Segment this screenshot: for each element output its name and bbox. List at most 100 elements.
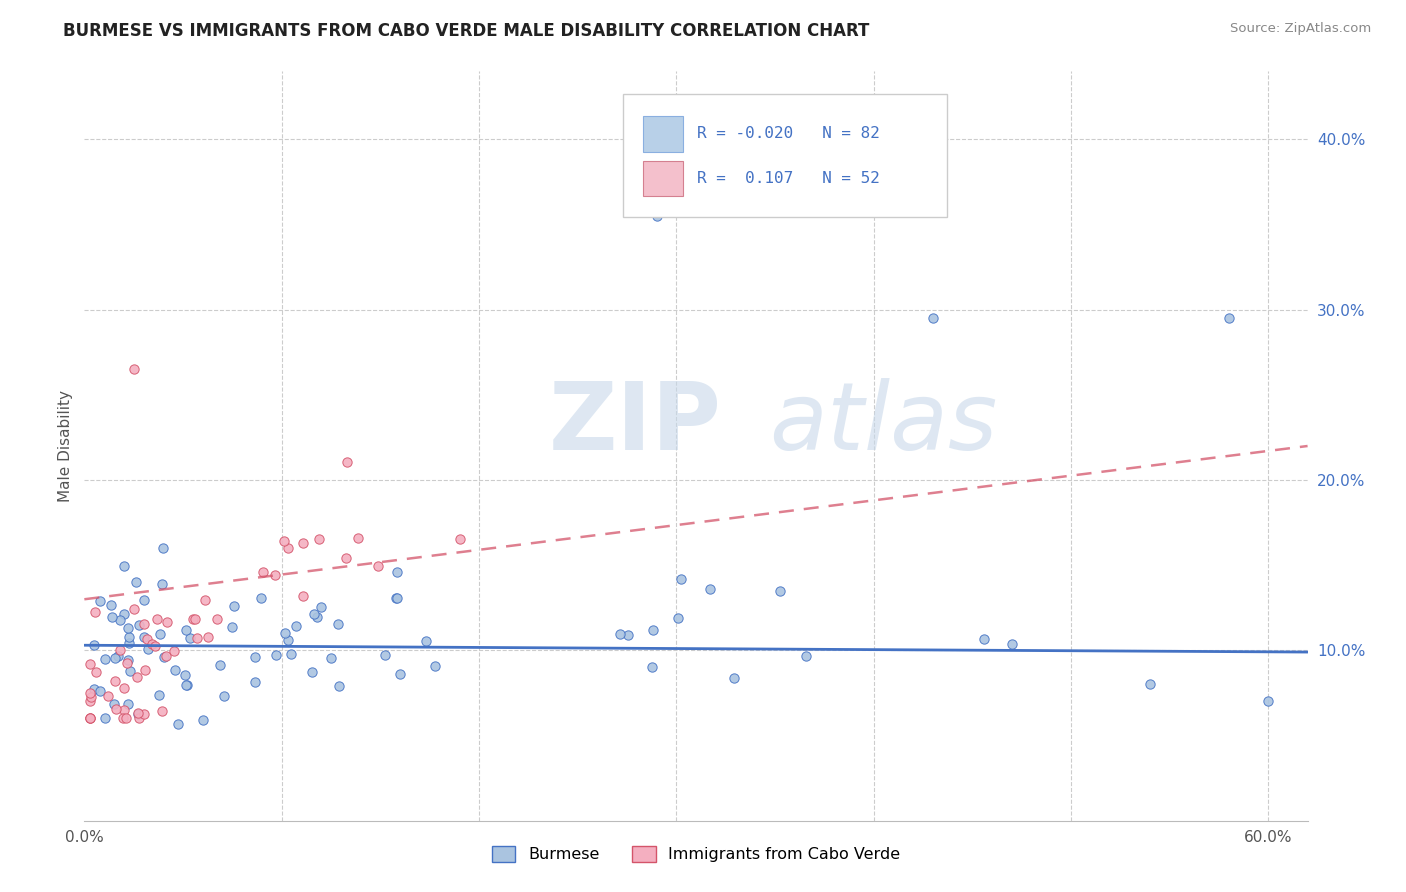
Point [101,610,124,624]
Point [173,668,195,682]
Point [79,657,101,671]
Text: ZIP: ZIP [550,377,723,469]
Point [266,648,288,662]
Point [122,362,145,376]
Point [103,697,125,711]
Bar [644,116,682,152]
Point [107,648,129,663]
Point [156,615,179,630]
Point [277,541,299,555]
Point [132,617,155,632]
Point [110,642,132,657]
Point [699,582,721,597]
Point [208,658,231,673]
Point [118,630,141,644]
Point [84,665,107,680]
Point [921,311,943,326]
Point [79,711,101,725]
Point [83,681,105,696]
Point [145,612,167,626]
Point [284,619,307,633]
Point [243,650,266,665]
Point [132,707,155,722]
Point [308,533,330,547]
Point [1257,694,1279,708]
Point [641,623,664,637]
Point [640,660,662,674]
Point [134,630,156,644]
Point [165,663,187,677]
Point [174,623,197,637]
Bar [644,161,682,196]
Point [415,633,437,648]
Point [245,674,267,689]
Point [328,679,350,693]
Text: R = -0.020   N = 82: R = -0.020 N = 82 [697,126,880,141]
Point [150,704,173,718]
Point [163,644,186,658]
Point [176,678,198,692]
Point [79,694,101,708]
Point [118,635,141,649]
Point [292,536,315,550]
Point [423,659,446,673]
Point [292,590,315,604]
Point [252,566,274,580]
Point [135,632,157,647]
Point [205,612,228,626]
Point [973,632,995,647]
Point [274,625,297,640]
Text: atlas: atlas [769,378,998,469]
Point [117,653,139,667]
Point [385,591,408,605]
Point [145,639,167,653]
Point [666,611,689,625]
Point [328,617,350,632]
Point [309,599,332,614]
Point [167,716,190,731]
Point [374,648,396,663]
Point [264,568,287,582]
Point [197,630,219,644]
Point [80,690,103,704]
Point [127,706,149,720]
Point [645,209,668,223]
Point [794,648,817,663]
FancyBboxPatch shape [623,94,946,218]
Legend: Burmese, Immigrants from Cabo Verde: Burmese, Immigrants from Cabo Verde [485,839,907,869]
Point [277,633,299,648]
Point [723,671,745,685]
Point [302,607,325,622]
Point [609,627,631,641]
Point [387,565,409,579]
Y-axis label: Male Disability: Male Disability [58,390,73,502]
Point [117,656,139,670]
Point [134,663,156,677]
Point [89,684,111,698]
Point [449,532,471,546]
Point [307,610,329,624]
Point [669,572,692,586]
Point [112,681,135,695]
Point [152,649,174,664]
Point [148,688,170,702]
Point [112,703,135,717]
Point [136,641,159,656]
Point [769,583,792,598]
Point [141,637,163,651]
Point [186,631,208,645]
Point [115,711,138,725]
Point [385,591,408,606]
Point [174,678,197,692]
Point [152,541,174,556]
Text: BURMESE VS IMMIGRANTS FROM CABO VERDE MALE DISABILITY CORRELATION CHART: BURMESE VS IMMIGRANTS FROM CABO VERDE MA… [63,22,870,40]
Point [273,534,295,549]
Point [155,649,177,664]
Point [104,674,127,689]
Point [125,574,148,589]
Text: Source: ZipAtlas.com: Source: ZipAtlas.com [1230,22,1371,36]
Point [127,706,149,721]
Point [118,665,141,679]
Point [194,593,217,607]
Point [179,631,201,645]
